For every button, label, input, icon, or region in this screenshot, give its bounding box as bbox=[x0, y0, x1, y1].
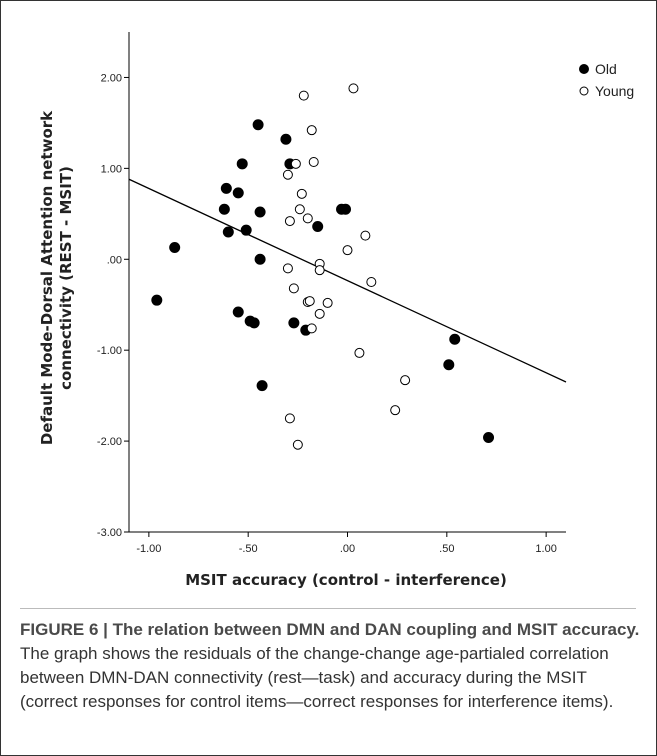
point-young bbox=[304, 296, 315, 307]
y-tick-label: 2.00 bbox=[101, 72, 122, 84]
point-young bbox=[314, 265, 325, 276]
y-axis-title-line2: connectivity (REST - MSIT) bbox=[57, 166, 75, 390]
x-tick-label: -.50 bbox=[239, 543, 258, 555]
legend-label-old: Old bbox=[595, 61, 617, 77]
figure-label: FIGURE 6 | bbox=[20, 620, 108, 639]
y-tick-label: -2.00 bbox=[97, 436, 122, 448]
point-old bbox=[169, 241, 181, 253]
point-old bbox=[248, 317, 260, 329]
fit-line bbox=[128, 178, 567, 383]
point-old bbox=[220, 182, 232, 194]
caption-body: The graph shows the residuals of the cha… bbox=[20, 644, 614, 711]
point-young bbox=[302, 213, 313, 224]
point-young bbox=[284, 216, 295, 227]
point-old bbox=[252, 119, 264, 131]
point-young bbox=[282, 169, 293, 180]
point-young bbox=[298, 90, 309, 101]
y-axis-ticks: -3.00 -2.00 -1.00 .00 1.00 2.00 bbox=[97, 72, 129, 539]
point-young bbox=[306, 323, 317, 334]
point-old bbox=[232, 306, 244, 318]
point-old bbox=[280, 133, 292, 145]
point-young bbox=[282, 263, 293, 274]
point-young bbox=[308, 157, 319, 167]
point-old bbox=[288, 317, 300, 329]
point-young bbox=[288, 283, 299, 294]
point-young bbox=[366, 277, 377, 287]
chart-axes bbox=[128, 32, 566, 533]
point-young bbox=[296, 188, 307, 199]
legend: Old Young bbox=[579, 61, 634, 99]
point-young bbox=[348, 83, 359, 94]
point-young bbox=[400, 375, 411, 386]
x-tick-label: 1.00 bbox=[535, 543, 556, 555]
point-young bbox=[290, 158, 301, 169]
point-old bbox=[443, 359, 455, 371]
legend-marker-young bbox=[579, 86, 589, 96]
legend-label-young: Young bbox=[595, 83, 634, 99]
point-young bbox=[322, 297, 333, 308]
point-young bbox=[342, 245, 353, 256]
point-old bbox=[483, 431, 495, 443]
point-old bbox=[449, 333, 461, 345]
y-tick-label: 1.00 bbox=[101, 163, 122, 175]
point-old bbox=[240, 224, 252, 236]
data-points bbox=[151, 83, 495, 450]
point-young bbox=[292, 439, 303, 450]
point-old bbox=[340, 203, 352, 215]
scatter-chart: -3.00 -2.00 -1.00 .00 1.00 2.00 -1.00 -.50 .00.… bbox=[38, 32, 634, 589]
x-tick-label: .50 bbox=[439, 543, 454, 555]
point-young bbox=[284, 413, 295, 424]
x-tick-label: .00 bbox=[340, 543, 355, 555]
point-old bbox=[254, 206, 266, 218]
figure-caption: FIGURE 6 | The relation between DMN and … bbox=[20, 618, 640, 714]
point-old bbox=[254, 253, 266, 265]
point-young bbox=[360, 230, 371, 241]
point-old bbox=[312, 221, 324, 233]
fit-line-group bbox=[128, 178, 567, 383]
x-axis-title: MSIT accuracy (control - interference) bbox=[185, 571, 507, 589]
y-axis-title-line1: Default Mode-Dorsal Attention network bbox=[38, 110, 56, 445]
legend-marker-old bbox=[579, 64, 589, 74]
point-old bbox=[222, 226, 234, 238]
point-old bbox=[236, 158, 248, 170]
y-tick-label: -3.00 bbox=[97, 527, 122, 539]
caption-divider bbox=[20, 608, 636, 609]
point-young bbox=[306, 125, 317, 136]
x-tick-label: -1.00 bbox=[136, 543, 161, 555]
point-young bbox=[390, 405, 401, 416]
point-old bbox=[218, 203, 230, 215]
caption-lead: The relation between DMN and DAN couplin… bbox=[107, 620, 640, 639]
point-young bbox=[294, 204, 305, 215]
y-tick-label: -1.00 bbox=[97, 345, 122, 357]
point-old bbox=[151, 294, 163, 306]
point-young bbox=[314, 308, 325, 319]
point-old bbox=[232, 187, 244, 199]
point-young bbox=[354, 347, 365, 358]
y-tick-label: .00 bbox=[107, 254, 122, 266]
point-old bbox=[256, 380, 268, 392]
x-axis-ticks: -1.00 -.50 .00 .50 1.00 bbox=[136, 532, 557, 555]
